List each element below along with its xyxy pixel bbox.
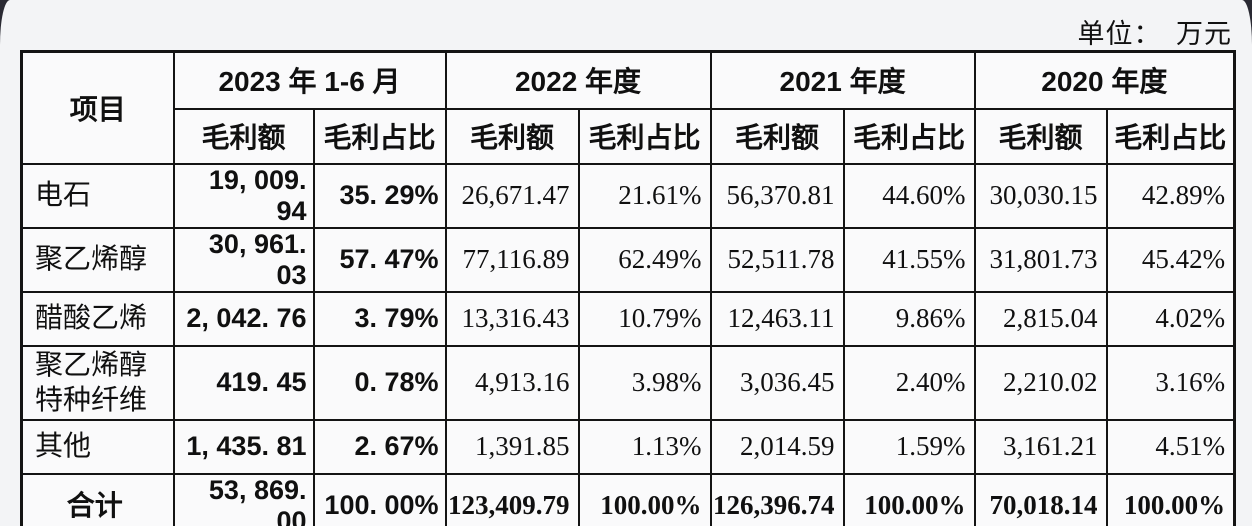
column-header-period-2021: 2021 年度 — [709, 50, 976, 110]
table-cell: 1, 435. 81 — [172, 418, 315, 475]
row-label: 醋酸乙烯 — [20, 290, 175, 347]
row-label-total: 合计 — [20, 472, 175, 526]
table-cell: 26,671.47 — [444, 162, 580, 229]
column-header-amount-2021: 毛利额 — [709, 107, 845, 165]
table-row: 电石 19, 009. 94 35. 29% 26,671.47 21.61% … — [20, 162, 1236, 229]
table-cell: 12,463.11 — [709, 290, 845, 347]
table-cell: 30, 961. 03 — [172, 226, 315, 293]
table-row: 聚乙烯醇 30, 961. 03 57. 47% 77,116.89 62.49… — [20, 226, 1236, 293]
table-cell: 2,014.59 — [709, 418, 845, 475]
table-cell: 9.86% — [842, 290, 976, 347]
table-cell: 57. 47% — [312, 226, 447, 293]
table-row: 醋酸乙烯 2, 042. 76 3. 79% 13,316.43 10.79% … — [20, 290, 1236, 347]
table-cell: 3.98% — [577, 344, 712, 421]
table-cell: 126,396.74 — [709, 472, 845, 526]
column-header-item: 项目 — [20, 50, 175, 165]
table-cell: 52,511.78 — [709, 226, 845, 293]
column-header-ratio-2021: 毛利占比 — [842, 107, 976, 165]
table-cell: 3,036.45 — [709, 344, 845, 421]
table-cell: 35. 29% — [312, 162, 447, 229]
column-header-amount-2022: 毛利额 — [444, 107, 580, 165]
table-cell: 45.42% — [1105, 226, 1236, 293]
table-cell: 62.49% — [577, 226, 712, 293]
gross-profit-table: 项目 2023 年 1-6 月 2022 年度 2021 年度 2020 年度 … — [20, 50, 1237, 526]
column-header-ratio-2023: 毛利占比 — [312, 107, 447, 165]
table-row: 聚乙烯醇特种纤维 419. 45 0. 78% 4,913.16 3.98% 3… — [20, 344, 1236, 421]
table-cell: 2. 67% — [312, 418, 447, 475]
table-cell: 0. 78% — [312, 344, 447, 421]
column-header-ratio-2020: 毛利占比 — [1105, 107, 1236, 165]
column-header-ratio-2022: 毛利占比 — [577, 107, 712, 165]
table-cell: 100.00% — [1105, 472, 1236, 526]
column-header-period-2020: 2020 年度 — [973, 50, 1236, 110]
table-cell: 30,030.15 — [973, 162, 1108, 229]
table-cell: 3,161.21 — [973, 418, 1108, 475]
table-cell: 53, 869. 00 — [172, 472, 315, 526]
row-label: 电石 — [20, 162, 175, 229]
column-header-period-2023: 2023 年 1-6 月 — [172, 50, 447, 110]
row-label: 聚乙烯醇特种纤维 — [20, 344, 175, 421]
table-row: 其他 1, 435. 81 2. 67% 1,391.85 1.13% 2,01… — [20, 418, 1236, 475]
table-cell: 100.00% — [842, 472, 976, 526]
table-cell: 3.16% — [1105, 344, 1236, 421]
table-cell: 31,801.73 — [973, 226, 1108, 293]
table-cell: 10.79% — [577, 290, 712, 347]
header-row-periods: 项目 2023 年 1-6 月 2022 年度 2021 年度 2020 年度 — [20, 50, 1236, 165]
row-label: 其他 — [20, 418, 175, 475]
table-cell: 19, 009. 94 — [172, 162, 315, 229]
table-cell: 1.13% — [577, 418, 712, 475]
table-cell: 1.59% — [842, 418, 976, 475]
table-cell: 44.60% — [842, 162, 976, 229]
table-cell: 1,391.85 — [444, 418, 580, 475]
table-cell: 2,815.04 — [973, 290, 1108, 347]
table-cell: 13,316.43 — [444, 290, 580, 347]
table-cell: 41.55% — [842, 226, 976, 293]
table-cell: 42.89% — [1105, 162, 1236, 229]
column-header-amount-2023: 毛利额 — [172, 107, 315, 165]
unit-label: 单位： 万元 — [1077, 19, 1232, 49]
table-cell: 2.40% — [842, 344, 976, 421]
table-cell: 70,018.14 — [973, 472, 1108, 526]
table-cell: 77,116.89 — [444, 226, 580, 293]
row-label: 聚乙烯醇 — [20, 226, 175, 293]
column-header-period-2022: 2022 年度 — [444, 50, 712, 110]
column-header-amount-2020: 毛利额 — [973, 107, 1108, 165]
table-cell: 4.02% — [1105, 290, 1236, 347]
table-cell: 2,210.02 — [973, 344, 1108, 421]
table-row-total: 合计 53, 869. 00 100. 00% 123,409.79 100.0… — [20, 472, 1236, 526]
table-cell: 21.61% — [577, 162, 712, 229]
table-cell: 419. 45 — [172, 344, 315, 421]
table-cell: 100. 00% — [312, 472, 447, 526]
table-cell: 56,370.81 — [709, 162, 845, 229]
table-cell: 2, 042. 76 — [172, 290, 315, 347]
table-cell: 3. 79% — [312, 290, 447, 347]
table-cell: 100.00% — [577, 472, 712, 526]
table-cell: 4,913.16 — [444, 344, 580, 421]
header-row-metrics: 毛利额 毛利占比 毛利额 毛利占比 毛利额 毛利占比 毛利额 毛利占比 — [22, 107, 1236, 165]
table-cell: 123,409.79 — [444, 472, 580, 526]
table-cell: 4.51% — [1105, 418, 1236, 475]
